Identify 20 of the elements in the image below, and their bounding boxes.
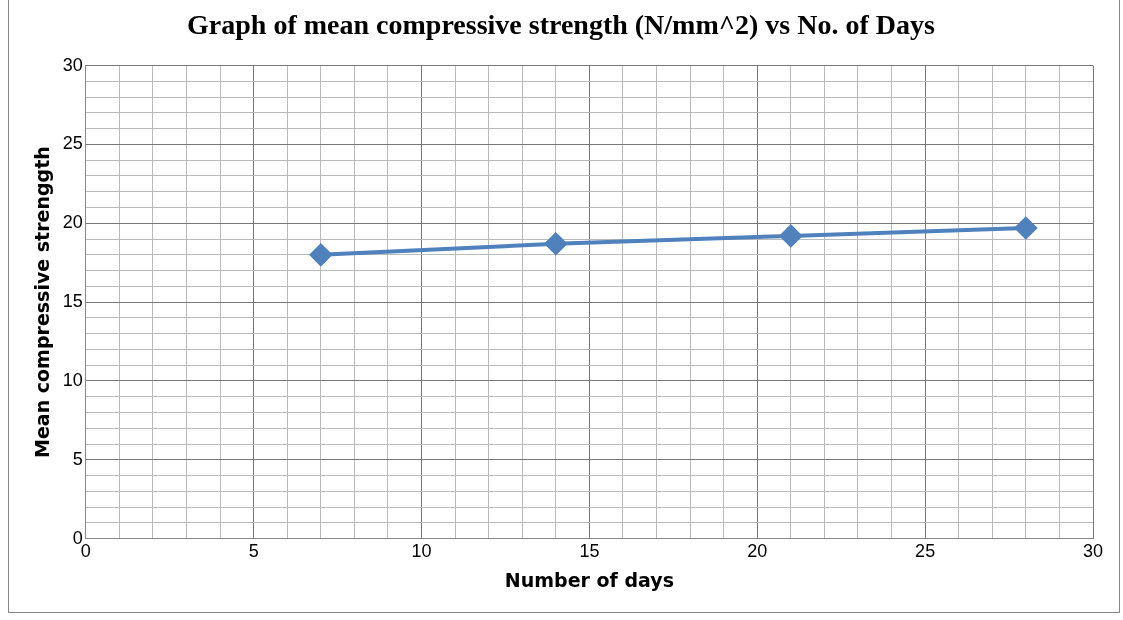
x-tick-label: 20	[747, 541, 768, 562]
x-tick-label: 15	[579, 541, 600, 562]
x-tick-label: 10	[411, 541, 432, 562]
x-axis-title: Number of days	[504, 568, 674, 591]
x-tick-label: 5	[248, 541, 259, 562]
x-tick-label: 30	[1082, 541, 1104, 562]
y-tick-label: 20	[62, 212, 83, 233]
point	[309, 243, 332, 266]
y-tick-label: 30	[62, 54, 83, 75]
point	[544, 232, 567, 255]
x-tick-label: 25	[915, 541, 936, 562]
chart-title: Graph of mean compressive strength (N/mm^2) vs No. of Days	[187, 9, 936, 41]
y-tick-label: 25	[62, 133, 83, 154]
y-axis-title: Mean compressive strenggth	[31, 146, 54, 458]
y-tick-label: 5	[72, 448, 83, 469]
point	[1014, 217, 1037, 239]
y-tick-label: 0	[72, 527, 83, 548]
y-tick-label: 10	[62, 369, 83, 390]
y-tick-label: 15	[62, 291, 83, 312]
point	[779, 224, 802, 247]
